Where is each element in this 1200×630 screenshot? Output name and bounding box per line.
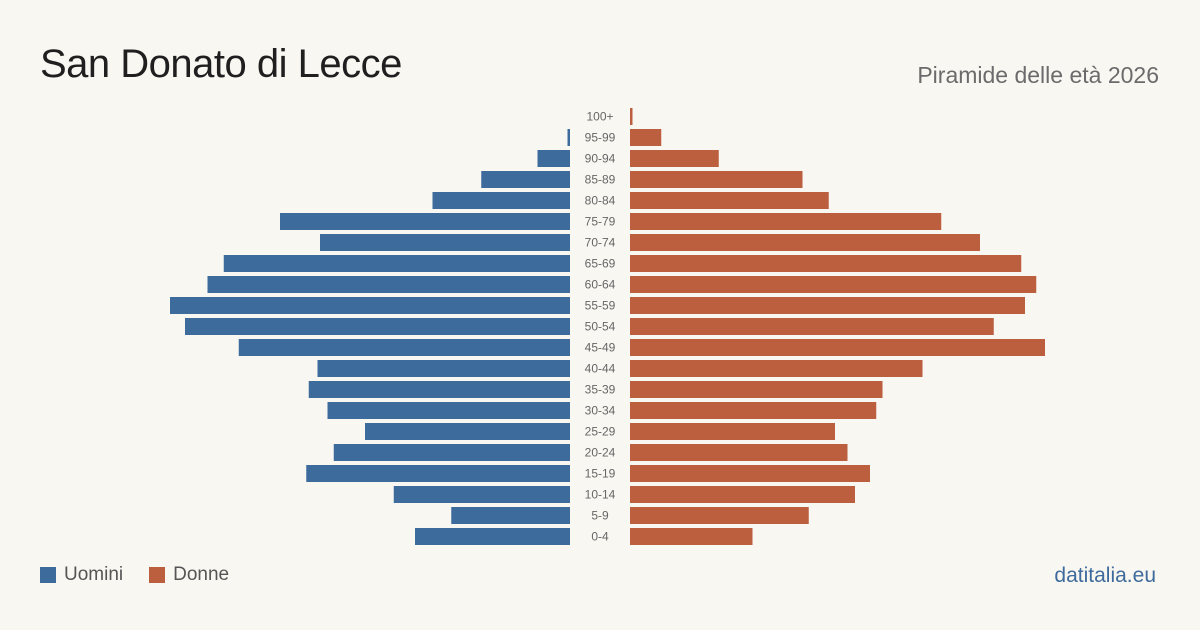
age-label-95-99: 95-99: [585, 131, 616, 145]
bar-men-50-54: [185, 318, 570, 335]
legend-swatch-women: [149, 567, 166, 583]
bar-men-10-14: [393, 486, 570, 503]
bar-women-15-19: [630, 465, 870, 482]
legend-swatch-men: [40, 567, 56, 583]
bar-men-90-94: [537, 150, 570, 167]
legend-label-men: Uomini: [64, 564, 124, 585]
source-link[interactable]: datitalia.eu: [1054, 564, 1156, 587]
age-label-5-9: 5-9: [591, 509, 609, 523]
age-label-65-69: 65-69: [585, 257, 616, 271]
bar-men-35-39: [308, 381, 570, 398]
bar-women-95-99: [630, 129, 662, 146]
age-label-20-24: 20-24: [585, 446, 616, 460]
bar-men-80-84: [432, 192, 570, 209]
bar-men-75-79: [280, 213, 570, 230]
bar-women-85-89: [630, 171, 803, 188]
bar-women-65-69: [630, 255, 1022, 272]
age-label-0-4: 0-4: [591, 530, 609, 544]
bar-women-100+: [630, 108, 633, 125]
age-label-60-64: 60-64: [585, 278, 616, 292]
bar-women-60-64: [630, 276, 1037, 293]
legend-label-women: Donne: [173, 564, 230, 585]
age-label-85-89: 85-89: [585, 173, 616, 187]
bar-men-40-44: [317, 360, 570, 377]
bar-women-80-84: [630, 192, 829, 209]
bar-men-65-69: [223, 255, 570, 272]
age-label-50-54: 50-54: [585, 320, 616, 334]
bar-women-0-4: [630, 528, 753, 545]
legend: Uomini Donne: [40, 564, 255, 586]
legend-item-men: Uomini: [40, 564, 123, 586]
age-label-75-79: 75-79: [585, 215, 616, 229]
bar-women-5-9: [630, 507, 809, 524]
age-label-70-74: 70-74: [585, 236, 616, 250]
bar-men-0-4: [415, 528, 570, 545]
age-label-10-14: 10-14: [585, 488, 616, 502]
chart-title: San Donato di Lecce: [40, 42, 402, 86]
age-label-80-84: 80-84: [585, 194, 616, 208]
age-label-25-29: 25-29: [585, 425, 616, 439]
bar-men-95-99: [567, 129, 570, 146]
bar-women-10-14: [630, 486, 855, 503]
bar-women-20-24: [630, 444, 848, 461]
bar-men-20-24: [333, 444, 570, 461]
age-label-100+: 100+: [586, 110, 613, 124]
age-label-40-44: 40-44: [585, 362, 616, 376]
chart-subtitle: Piramide delle età 2026: [917, 62, 1159, 88]
age-label-45-49: 45-49: [585, 341, 616, 355]
bar-women-45-49: [630, 339, 1045, 356]
bar-men-25-29: [365, 423, 570, 440]
age-label-90-94: 90-94: [585, 152, 616, 166]
bar-men-15-19: [306, 465, 570, 482]
bar-men-85-89: [481, 171, 570, 188]
age-label-15-19: 15-19: [585, 467, 616, 481]
age-label-55-59: 55-59: [585, 299, 616, 313]
age-label-35-39: 35-39: [585, 383, 616, 397]
bar-men-30-34: [327, 402, 570, 419]
legend-item-women: Donne: [149, 564, 229, 586]
bar-men-55-59: [170, 297, 570, 314]
bar-men-60-64: [207, 276, 570, 293]
bar-men-70-74: [320, 234, 570, 251]
bar-women-70-74: [630, 234, 980, 251]
bar-women-30-34: [630, 402, 877, 419]
bar-women-50-54: [630, 318, 994, 335]
bar-women-25-29: [630, 423, 835, 440]
bar-women-35-39: [630, 381, 883, 398]
bar-women-75-79: [630, 213, 942, 230]
bar-men-5-9: [451, 507, 570, 524]
bar-women-55-59: [630, 297, 1025, 314]
bar-women-90-94: [630, 150, 719, 167]
age-label-30-34: 30-34: [585, 404, 616, 418]
bar-men-45-49: [238, 339, 570, 356]
bar-women-40-44: [630, 360, 923, 377]
